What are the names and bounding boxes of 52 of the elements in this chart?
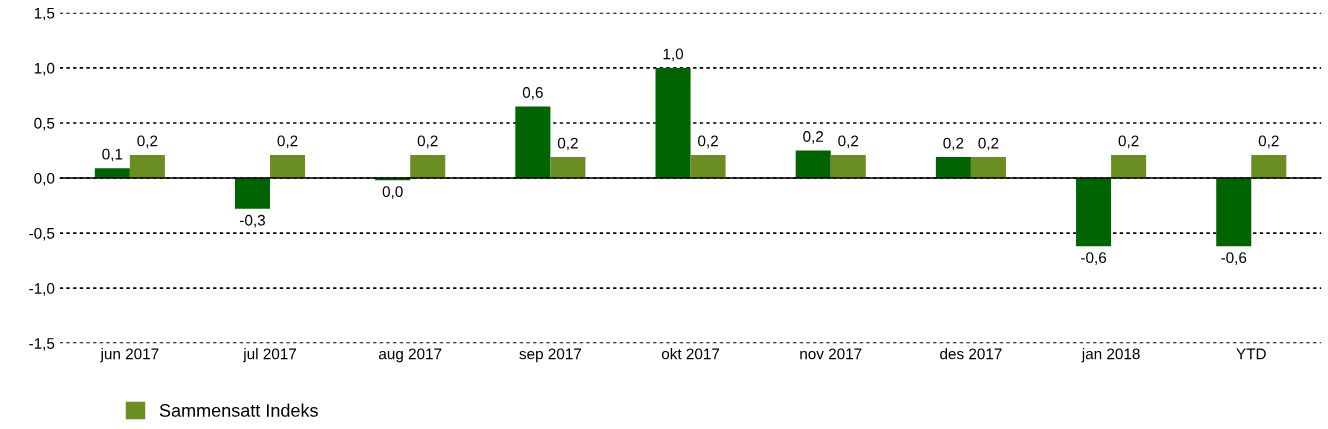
bar xyxy=(795,150,831,179)
data-label: 0,2 xyxy=(838,135,859,149)
data-label: 0,0 xyxy=(382,186,403,199)
bar xyxy=(94,168,130,179)
data-label: -0,6 xyxy=(1081,252,1107,265)
y-tick-label: 1,5 xyxy=(34,7,55,21)
x-tick-label: nov 2017 xyxy=(800,348,862,360)
y-tick-label: 0,5 xyxy=(34,117,55,131)
data-label: 0,2 xyxy=(417,135,438,149)
bar xyxy=(830,154,866,179)
data-label: 0,2 xyxy=(1118,135,1139,149)
x-tick-label: aug 2017 xyxy=(379,348,442,363)
data-label: 0,2 xyxy=(1258,135,1279,149)
data-label: 0,2 xyxy=(277,135,298,149)
y-tick-label: 1,0 xyxy=(34,62,55,76)
bar xyxy=(935,157,971,179)
x-tick-label: jan 2018 xyxy=(1081,348,1140,363)
bar xyxy=(970,157,1006,179)
data-label: 1,0 xyxy=(663,48,684,62)
data-label: -0,6 xyxy=(1221,252,1247,265)
bar xyxy=(690,154,726,179)
y-tick-label: -0,5 xyxy=(29,227,55,241)
bar xyxy=(1076,178,1112,247)
data-label: 0,6 xyxy=(522,87,543,100)
data-label: 0,2 xyxy=(698,135,718,149)
data-label: 0,1 xyxy=(102,148,123,162)
data-label: 0,2 xyxy=(557,137,578,151)
data-label: 0,2 xyxy=(943,137,964,151)
bar xyxy=(655,67,691,179)
bar xyxy=(129,154,165,179)
bar xyxy=(550,157,586,179)
legend-label: Sammensatt Indeks xyxy=(159,403,318,417)
data-label: 0,2 xyxy=(978,137,999,151)
bar xyxy=(270,154,306,179)
data-label: -0,3 xyxy=(240,214,265,228)
x-tick-label: des 2017 xyxy=(940,348,1002,360)
x-tick-label: jun 2017 xyxy=(100,348,159,363)
bar xyxy=(410,154,446,179)
bar xyxy=(515,106,551,179)
y-tick-label: -1,0 xyxy=(29,283,55,296)
x-tick-label: sep 2017 xyxy=(519,348,582,363)
data-label: 0,2 xyxy=(137,135,158,149)
bar xyxy=(1216,178,1252,247)
bar xyxy=(1111,154,1147,179)
bar xyxy=(1251,154,1287,179)
x-tick-label: okt 2017 xyxy=(661,348,720,360)
y-tick-label: -1,5 xyxy=(29,338,55,351)
x-tick-label: YTD xyxy=(1236,348,1266,360)
x-tick-label: jul 2017 xyxy=(242,348,297,363)
bar xyxy=(234,178,271,209)
data-label: 0,2 xyxy=(803,131,824,144)
y-tick-label: 0,0 xyxy=(34,172,55,186)
